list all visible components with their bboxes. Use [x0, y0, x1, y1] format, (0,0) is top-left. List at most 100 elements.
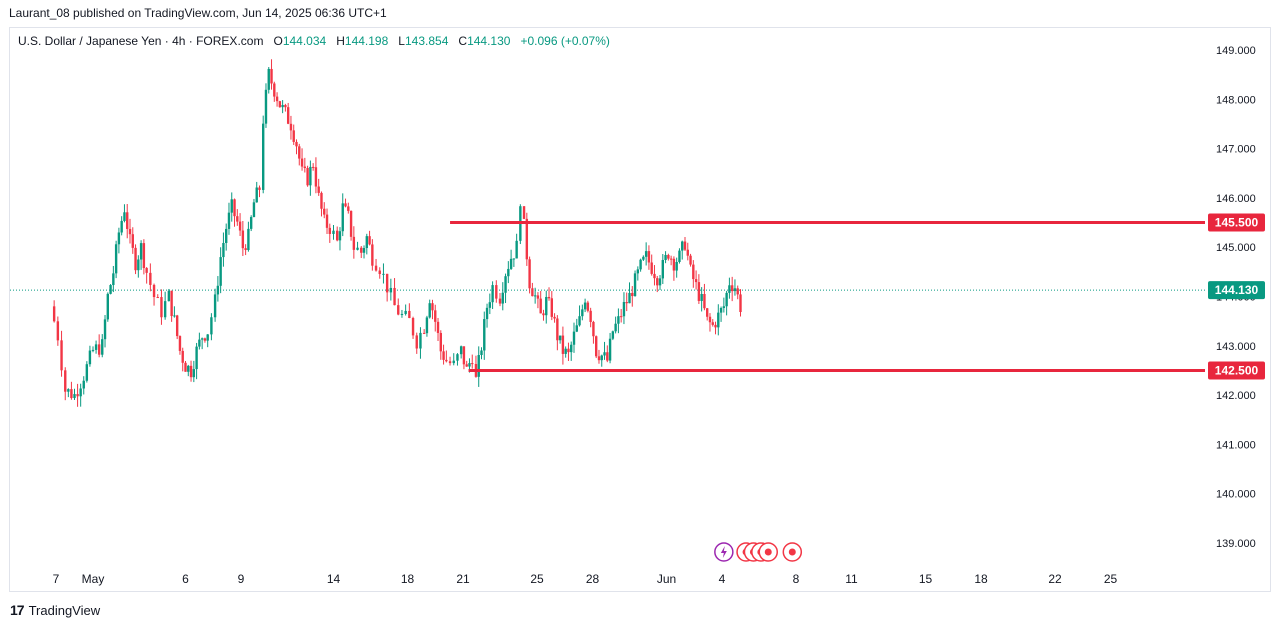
- low-label: L: [398, 34, 405, 48]
- candle-body: [332, 230, 335, 234]
- candle-body: [270, 68, 273, 84]
- y-tick-label: 148.000: [1216, 94, 1256, 106]
- candle-body: [689, 255, 692, 265]
- candle-body: [603, 352, 606, 356]
- candle-body: [233, 199, 236, 217]
- high-label: H: [336, 34, 345, 48]
- candle-body: [323, 208, 326, 215]
- candle-body: [456, 354, 459, 361]
- candle-body: [553, 316, 556, 319]
- candle-body: [675, 262, 678, 271]
- change-value: +0.096 (+0.07%): [520, 34, 610, 48]
- x-tick-label: 18: [401, 572, 415, 586]
- candle-body: [227, 212, 231, 229]
- candle-body: [431, 303, 434, 311]
- candle-body: [356, 247, 359, 250]
- candle-body: [422, 332, 426, 334]
- candle-body: [97, 344, 101, 355]
- candle-body: [160, 297, 163, 318]
- y-tick-label: 139.000: [1216, 538, 1256, 550]
- candle-body: [349, 210, 353, 237]
- candle-body: [56, 321, 60, 341]
- x-tick-label: 7: [53, 572, 60, 586]
- candle-body: [448, 361, 452, 364]
- candle-body: [642, 256, 645, 260]
- candle-body: [480, 350, 483, 356]
- candle-body: [192, 369, 196, 378]
- candle-body: [708, 316, 712, 323]
- candle-body: [126, 212, 129, 229]
- candle-body: [73, 394, 76, 399]
- candle-body: [608, 338, 612, 361]
- candle-body: [636, 269, 640, 274]
- candle-body: [471, 363, 474, 365]
- candle-body: [442, 351, 445, 360]
- x-tick-label: 25: [1104, 572, 1118, 586]
- candle-body: [210, 317, 213, 335]
- candle-body: [101, 339, 104, 355]
- candle-body: [385, 273, 389, 293]
- candle-body: [336, 230, 339, 241]
- candle-body: [82, 380, 85, 389]
- candle-body: [362, 248, 366, 253]
- candle-body: [152, 284, 156, 298]
- candle-body: [85, 364, 89, 381]
- candle-body: [76, 394, 79, 397]
- candle-body: [728, 285, 731, 293]
- candle-body: [581, 309, 584, 317]
- candle-body: [733, 288, 737, 292]
- symbol-title[interactable]: U.S. Dollar / Japanese Yen · 4h · FOREX.…: [18, 34, 264, 48]
- candle-body: [181, 350, 184, 363]
- candle-body: [547, 296, 551, 299]
- candle-body: [117, 232, 121, 245]
- candle-body: [303, 166, 307, 169]
- candle-body: [504, 276, 507, 293]
- candle-body: [213, 294, 217, 318]
- x-tick-label: May: [82, 572, 105, 586]
- footer-brand[interactable]: 17 TradingView: [10, 602, 100, 618]
- candle-body: [70, 389, 73, 399]
- candle-body: [477, 355, 480, 377]
- candle-body: [278, 101, 282, 108]
- x-tick-label: 28: [586, 572, 600, 586]
- candle-body: [88, 350, 92, 365]
- candle-body: [706, 308, 709, 317]
- candle-body: [722, 306, 726, 308]
- event-dot: [788, 548, 796, 556]
- candle-body: [644, 251, 648, 257]
- y-tick-label: 145.000: [1216, 242, 1256, 254]
- y-tick-label: 142.000: [1216, 390, 1256, 402]
- candle-body: [578, 316, 581, 326]
- candle-body: [360, 247, 363, 253]
- y-tick-label: 143.000: [1216, 341, 1256, 353]
- candle-body: [700, 294, 703, 301]
- candle-body: [295, 141, 298, 147]
- candle-body: [198, 339, 201, 347]
- close-label: C: [458, 34, 468, 48]
- candle-body: [378, 270, 381, 275]
- candle-body: [262, 123, 265, 190]
- candle-body: [617, 316, 620, 324]
- candle-body: [173, 315, 176, 317]
- candle-body: [344, 203, 347, 207]
- candle-body: [639, 259, 642, 270]
- candle-body: [187, 365, 190, 372]
- candle-body: [123, 212, 126, 221]
- y-tick-label: 149.000: [1216, 45, 1256, 57]
- candle-body: [501, 292, 504, 304]
- candle-body: [411, 318, 415, 336]
- x-tick-label: 18: [974, 572, 988, 586]
- candle-body: [137, 259, 140, 271]
- y-tick-label: 140.000: [1216, 489, 1256, 501]
- candle-body: [219, 257, 222, 286]
- chart-frame: [9, 27, 1271, 592]
- candle-body: [667, 254, 670, 259]
- candle-body: [558, 335, 562, 341]
- candle-body: [241, 230, 245, 249]
- candle-body: [298, 146, 301, 159]
- candle-body: [539, 298, 542, 314]
- candle-body: [112, 273, 115, 286]
- candle-body: [564, 348, 567, 354]
- candle-body: [249, 217, 253, 229]
